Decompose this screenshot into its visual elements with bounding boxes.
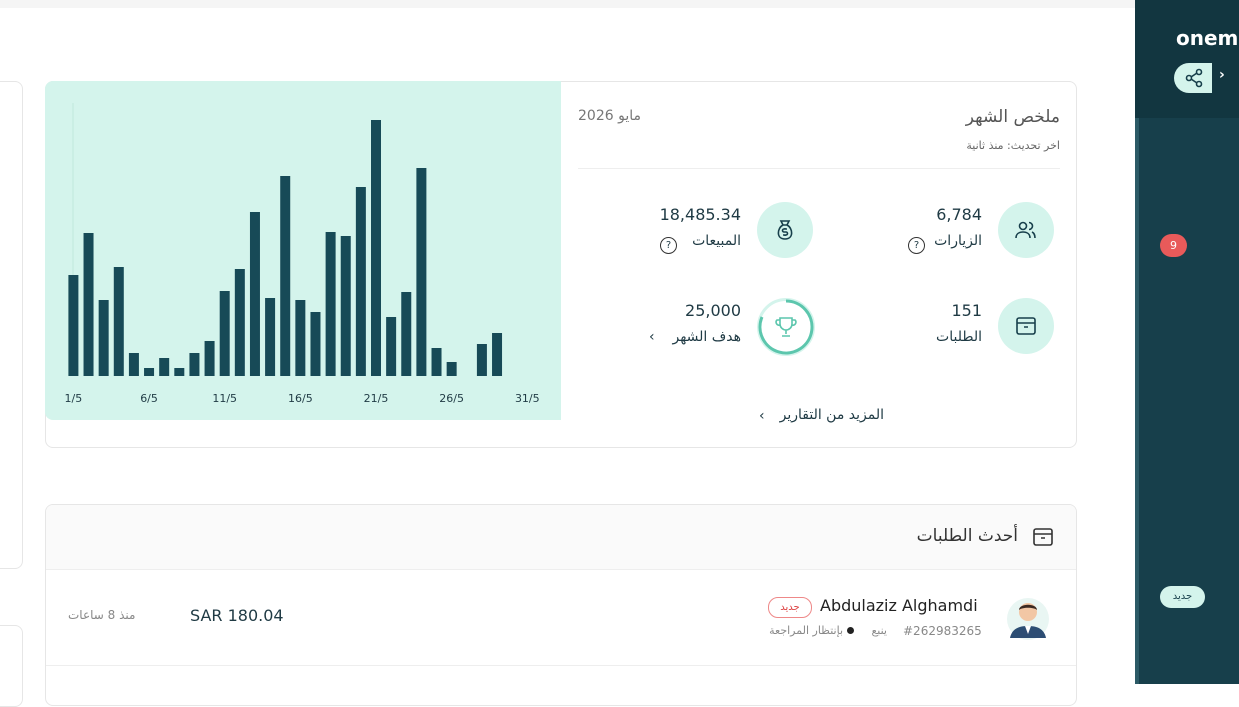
- bar: [310, 312, 321, 376]
- sidebar-edge: [1135, 0, 1139, 684]
- bar: [386, 317, 397, 376]
- bar: [159, 358, 170, 376]
- sidebar-header: [1135, 0, 1239, 118]
- x-tick-label: 1/5: [65, 392, 83, 405]
- status-dot: [847, 627, 854, 634]
- bar: [355, 187, 366, 376]
- share-icon: [1185, 68, 1203, 88]
- bar: [113, 267, 124, 376]
- stat-value: 18,485.34: [659, 205, 741, 224]
- bar: [431, 348, 442, 376]
- help-icon[interactable]: ?: [660, 237, 677, 254]
- badge: 9: [1160, 234, 1187, 257]
- sales-chart: 1/5 6/5 11/5 16/5 21/5 26/5 31/5: [45, 81, 561, 420]
- bar: [68, 275, 79, 376]
- bar: [174, 368, 185, 376]
- x-tick-label: 31/5: [515, 392, 540, 405]
- orders-icon: [998, 298, 1054, 354]
- bar: [204, 341, 215, 376]
- side-card: [0, 81, 23, 569]
- bar: [325, 232, 336, 376]
- x-tick-label: 26/5: [439, 392, 464, 405]
- divider: [578, 168, 1060, 169]
- stat-value: 6,784: [936, 205, 982, 224]
- bar: [371, 120, 381, 376]
- new-pill: جديد: [1160, 586, 1205, 608]
- side-card: [0, 625, 23, 707]
- x-tick-label: 21/5: [364, 392, 389, 405]
- bar: [98, 300, 109, 376]
- help-icon[interactable]: ?: [908, 237, 925, 254]
- summary-title: ملخص الشهر: [965, 107, 1060, 127]
- goal-link[interactable]: هدف الشهر: [672, 329, 741, 345]
- bar: [492, 333, 503, 376]
- bar: [280, 176, 291, 376]
- bar: [416, 168, 427, 376]
- sales-icon: [757, 202, 813, 258]
- visits-icon: [998, 202, 1054, 258]
- bar: [265, 298, 276, 376]
- bar: [189, 353, 200, 376]
- x-tick-label: 16/5: [288, 392, 313, 405]
- summary-date: مايو 2026: [578, 108, 641, 124]
- avatar: [1007, 598, 1049, 640]
- stat-value: 25,000: [685, 301, 741, 320]
- more-reports[interactable]: المزيد من التقارير: [779, 407, 884, 423]
- stat-label: المبيعات: [692, 233, 741, 249]
- city: ينبع: [871, 624, 887, 637]
- bar: [234, 269, 245, 376]
- sidebar: oneme › 9 جديد: [1135, 0, 1239, 684]
- chevron: ‹: [649, 329, 655, 345]
- bar: [128, 353, 139, 376]
- x-tick-label: 11/5: [212, 392, 237, 405]
- top-strip: [0, 0, 1135, 8]
- bar: [249, 212, 260, 376]
- bar: [144, 368, 155, 376]
- bar: [340, 236, 351, 376]
- bar: [295, 300, 306, 376]
- chevron: ‹: [759, 408, 765, 424]
- goal-icon: [757, 298, 815, 356]
- stat-value: 151: [951, 301, 982, 320]
- share-button[interactable]: ›: [1174, 63, 1239, 93]
- order-id[interactable]: #262983265: [903, 624, 982, 638]
- bar: [219, 291, 230, 376]
- last-update: اخر تحديث: منذ ثانية: [966, 139, 1060, 152]
- stat-label: الطلبات: [936, 329, 982, 345]
- amount: SAR 180.04: [190, 606, 284, 625]
- bar: [446, 362, 457, 376]
- new-badge: جديد: [768, 597, 812, 618]
- x-tick-label: 6/5: [140, 392, 158, 405]
- time: منذ 8 ساعات: [68, 608, 136, 622]
- stat-label: الزيارات: [934, 233, 982, 249]
- orders-header: [46, 505, 1076, 570]
- brand: oneme: [1176, 26, 1239, 50]
- bar: [476, 344, 487, 376]
- customer-name[interactable]: Abdulaziz Alghamdi: [820, 596, 978, 615]
- bar: [401, 292, 412, 376]
- bar: [83, 233, 94, 376]
- orders-title-icon: [1033, 528, 1053, 546]
- orders-card: [45, 504, 1077, 706]
- status: بإنتظار المراجعة: [769, 624, 843, 637]
- orders-title: أحدث الطلبات: [916, 526, 1018, 546]
